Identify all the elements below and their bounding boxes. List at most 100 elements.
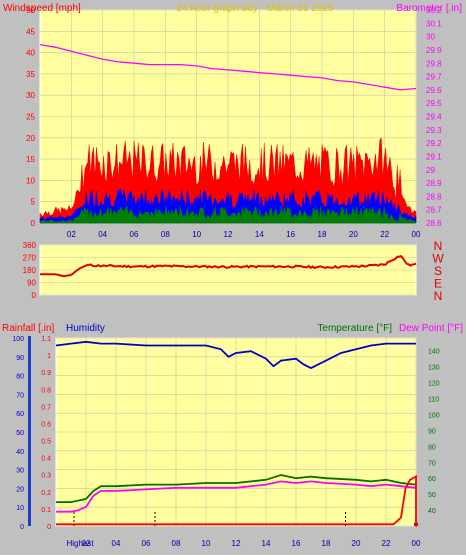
direction-tick-3: 270 <box>23 254 37 263</box>
rain-tick-3: 0.3 <box>41 473 51 480</box>
rain-tick-2: 0.2 <box>41 490 51 497</box>
temperature-axis: 40 50 60 70 80 90 100 110 120 130 140 <box>428 349 440 515</box>
temperature-label: Temperature [°F] <box>317 323 392 334</box>
direction-tick-2: 180 <box>23 266 37 275</box>
windspeed-label: Windspeed [mph] <box>3 3 81 14</box>
windspeed-tick-10: 50 <box>26 6 35 15</box>
temp-plot-grid <box>56 337 417 527</box>
temp-time-tick-08: 08 <box>172 539 181 548</box>
temp-time-tick-16: 16 <box>292 539 301 548</box>
humidity-label: Humidity <box>66 323 105 334</box>
direction-tick-4: 360 <box>23 241 37 250</box>
temperature-tick-9: 130 <box>428 365 440 372</box>
rain-tick-5: 0.5 <box>41 439 51 446</box>
windspeed-tick-3: 15 <box>26 155 35 164</box>
temperature-line <box>56 474 417 503</box>
rain-tick-9: 0.9 <box>41 370 51 377</box>
barometer-tick-12: 29.8 <box>426 59 442 68</box>
barometer-tick-2: 28.8 <box>426 192 442 201</box>
windspeed-tick-8: 40 <box>26 49 35 58</box>
barometer-tick-9: 29.5 <box>426 99 442 108</box>
wind-time-tick-02: 02 <box>67 230 76 239</box>
barometer-label: Barometer [.in] <box>396 3 462 14</box>
barometer-tick-16: 30.2 <box>426 6 442 15</box>
temp-time-tick-20: 20 <box>352 539 361 548</box>
temperature-tick-5: 90 <box>428 428 436 435</box>
temperature-tick-8: 120 <box>428 381 440 388</box>
temp-time-tick-22: 22 <box>382 539 391 548</box>
temp-time-tick-02: 02 <box>82 539 91 548</box>
windspeed-tick-2: 10 <box>26 176 35 185</box>
humidity-tick-4: 40 <box>16 449 24 456</box>
barometer-tick-8: 29.4 <box>426 113 442 122</box>
compass-label-3: W <box>432 252 444 266</box>
temp-time-tick-18: 18 <box>322 539 331 548</box>
barometer-tick-0: 28.6 <box>426 219 442 228</box>
barometer-tick-7: 29.3 <box>426 126 442 135</box>
rain-tick-6: 0.6 <box>41 421 51 428</box>
temp-time-tick-04: 04 <box>112 539 121 548</box>
windspeed-tick-9: 45 <box>26 27 35 36</box>
windspeed-axis: 0 5 10 15 20 25 30 35 40 45 50 <box>26 6 35 228</box>
barometer-tick-10: 29.6 <box>426 86 442 95</box>
windspeed-tick-6: 30 <box>26 91 35 100</box>
wind-time-tick-08: 08 <box>161 230 170 239</box>
rain-tick-7: 0.7 <box>41 404 51 411</box>
temperature-tick-3: 70 <box>428 460 436 467</box>
temperature-tick-4: 80 <box>428 444 436 451</box>
temp-time-tick-06: 06 <box>142 539 151 548</box>
compass-label-2: S <box>434 264 442 278</box>
wind-time-tick-16: 16 <box>286 230 295 239</box>
wind-time-tick-22: 22 <box>380 230 389 239</box>
humidity-tick-9: 90 <box>16 355 24 362</box>
humidity-tick-3: 30 <box>16 468 24 475</box>
rainfall-line <box>56 474 417 526</box>
windspeed-tick-5: 25 <box>26 113 35 122</box>
rain-tick-4: 0.4 <box>41 456 51 463</box>
wind-time-tick-00: 00 <box>412 230 421 239</box>
temperature-tick-1: 50 <box>428 492 436 499</box>
windspeed-tick-7: 35 <box>26 70 35 79</box>
wind-minimum-area <box>39 205 417 224</box>
temp-time-tick-14: 14 <box>262 539 271 548</box>
compass-label-1: E <box>434 277 442 291</box>
humidity-line <box>55 340 416 370</box>
temperature-tick-0: 40 <box>428 508 436 515</box>
rainfall-axis: 0 0.1 0.2 0.3 0.4 0.5 0.6 0.7 0.8 0.9 1 1.1 <box>41 336 51 531</box>
humidity-axis: 0 10 20 30 40 50 60 70 80 90 100 <box>12 336 24 531</box>
barometer-tick-6: 29.2 <box>426 139 442 148</box>
wind-direction-line <box>40 254 417 278</box>
barometer-tick-15: 30.1 <box>426 19 442 28</box>
barometer-tick-14: 30 <box>426 33 435 42</box>
wind-time-tick-10: 10 <box>192 230 201 239</box>
humidity-tick-6: 60 <box>16 411 24 418</box>
humidity-tick-0: 0 <box>20 524 24 531</box>
barometer-tick-13: 29.9 <box>426 46 442 55</box>
highest-label: Highest <box>66 539 94 548</box>
barometer-tick-3: 28.9 <box>426 179 442 188</box>
barometer-tick-11: 29.7 <box>426 73 442 82</box>
compass-label-0: N <box>434 289 443 303</box>
wind-time-tick-18: 18 <box>318 230 327 239</box>
windspeed-tick-1: 5 <box>31 198 36 207</box>
direction-tick-0: 0 <box>32 291 37 300</box>
barometer-tick-5: 29.1 <box>426 152 442 161</box>
wind-time-tick-06: 06 <box>130 230 139 239</box>
barometer-line <box>39 43 417 91</box>
temperature-tick-7: 110 <box>428 397 439 404</box>
graph-title: 24 hour graph day - March 31 2025 <box>177 3 334 14</box>
dewpoint-label: Dew Point [°F] <box>399 323 463 334</box>
temp-time-tick-10: 10 <box>202 539 211 548</box>
windspeed-tick-4: 20 <box>26 134 35 143</box>
humidity-tick-2: 20 <box>16 486 24 493</box>
wind-time-tick-14: 14 <box>255 230 264 239</box>
wind-time-axis: 02 04 06 08 10 12 14 16 18 20 22 00 <box>67 230 421 239</box>
wind-time-tick-20: 20 <box>349 230 358 239</box>
direction-tick-1: 90 <box>27 279 36 288</box>
direction-plot-grid <box>40 244 416 296</box>
dewpoint-line <box>56 480 417 513</box>
